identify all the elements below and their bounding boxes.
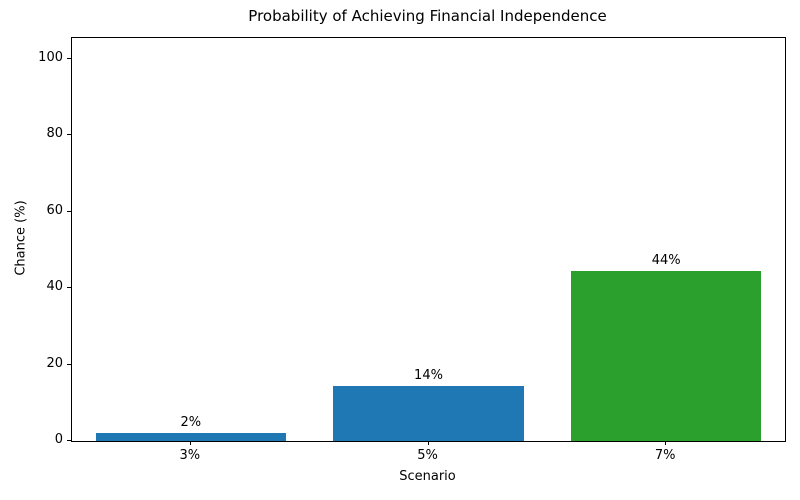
y-tick-label: 20 (46, 355, 63, 371)
y-tick-mark (67, 440, 71, 441)
bar (333, 386, 524, 441)
bar (95, 433, 286, 441)
y-tick-mark (67, 363, 71, 365)
x-tick-mark (189, 441, 191, 445)
y-tick-mark (67, 58, 71, 59)
chart-title: Probability of Achieving Financial Indep… (248, 7, 607, 25)
x-axis-label: Scenario (399, 469, 456, 484)
x-tick-label: 7% (654, 448, 676, 463)
y-tick-label: 60 (46, 202, 63, 218)
x-tick-mark (427, 441, 429, 445)
bar-value-label: 14% (414, 368, 443, 384)
x-tick-label: 3% (179, 448, 201, 463)
plot-area: 2% 14% 44% (71, 37, 786, 442)
y-tick-mark (67, 210, 71, 212)
bar-value-label: 44% (651, 253, 681, 269)
y-tick-mark (67, 287, 71, 289)
x-tick-label: 5% (417, 448, 438, 463)
y-tick-label: 80 (46, 126, 63, 142)
y-tick-label: 0 (54, 432, 63, 447)
y-tick-mark (67, 134, 71, 136)
x-tick-mark (665, 441, 667, 445)
y-tick-label: 100 (38, 50, 63, 65)
bar-value-label: 2% (180, 415, 202, 431)
y-tick-label: 40 (46, 279, 63, 295)
bar (571, 271, 762, 441)
